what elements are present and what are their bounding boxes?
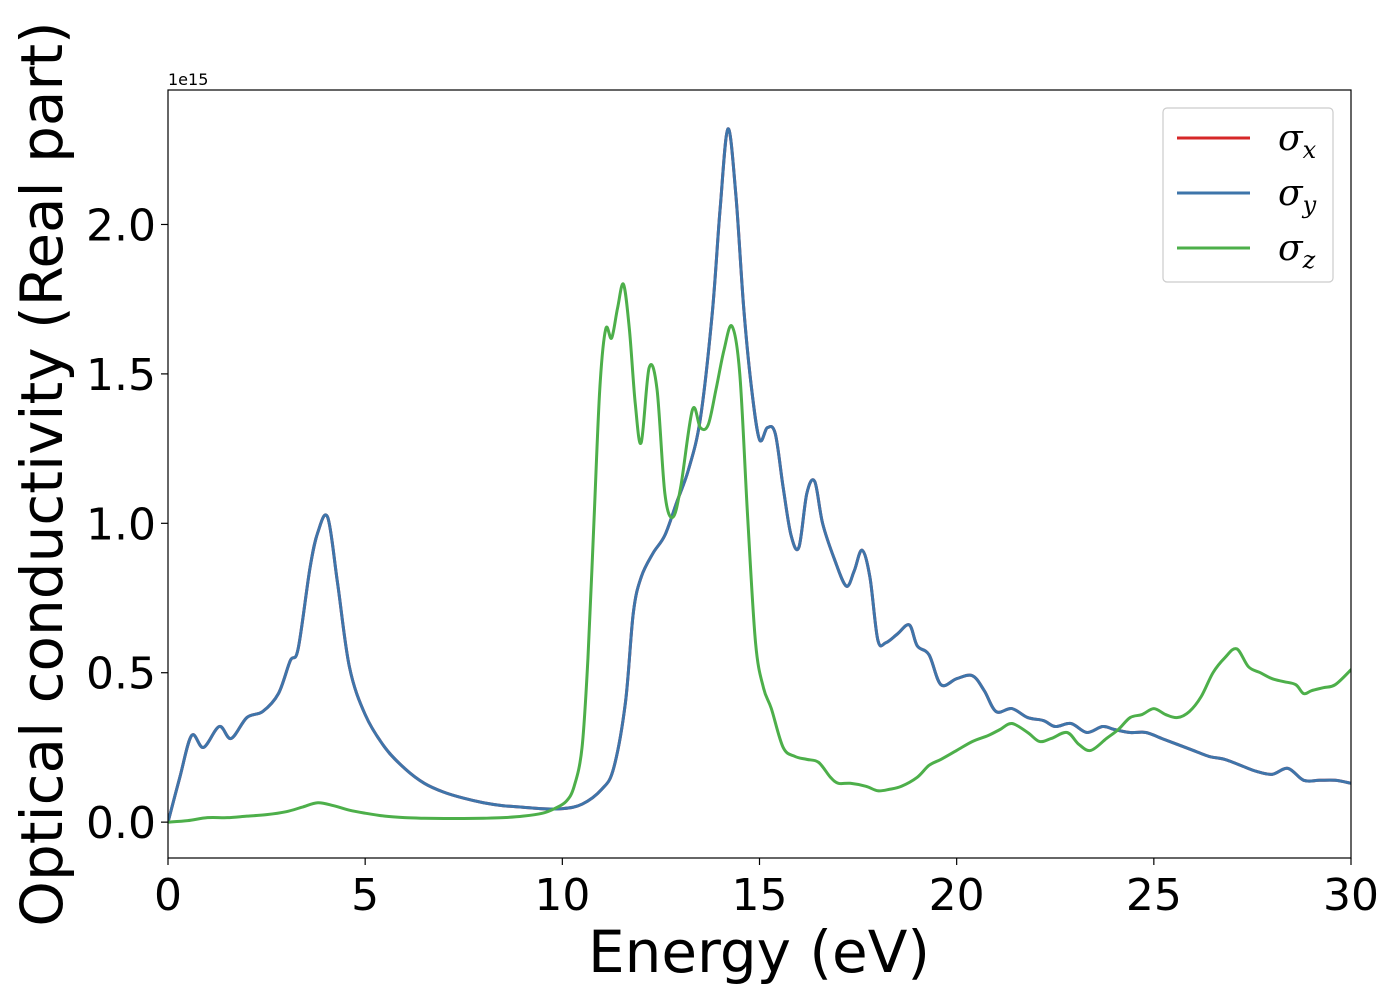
y-tick-label: 1.5 [86, 350, 156, 401]
x-axis-ticks: 0 5 10 15 20 25 30 [154, 858, 1379, 921]
legend-label-y: σy [1278, 173, 1317, 219]
x-tick-label: 25 [1126, 870, 1182, 921]
series-line-z [168, 282, 1351, 824]
y-tick-label: 2.0 [86, 200, 156, 251]
x-tick-label: 0 [154, 870, 182, 921]
plot-lines [168, 127, 1351, 824]
legend-label-x: σx [1278, 118, 1317, 164]
legend-box [1162, 107, 1334, 283]
y-tick-label: 0.5 [86, 649, 156, 700]
x-tick-label: 15 [732, 870, 788, 921]
y-tick-label: 0.0 [86, 798, 156, 849]
y-tick-label: 1.0 [86, 499, 156, 550]
y-exponent-label: 1e15 [168, 70, 208, 89]
x-tick-label: 10 [534, 870, 590, 921]
x-axis-label: Energy (eV) [588, 918, 930, 986]
x-tick-label: 20 [929, 870, 985, 921]
x-tick-label: 5 [351, 870, 379, 921]
y-axis-ticks: 0.0 0.5 1.0 1.5 2.0 [86, 200, 168, 849]
x-tick-label: 30 [1323, 870, 1379, 921]
y-axis-label: Optical conductivity (Real part) [8, 21, 76, 926]
series-line-y [168, 127, 1351, 824]
